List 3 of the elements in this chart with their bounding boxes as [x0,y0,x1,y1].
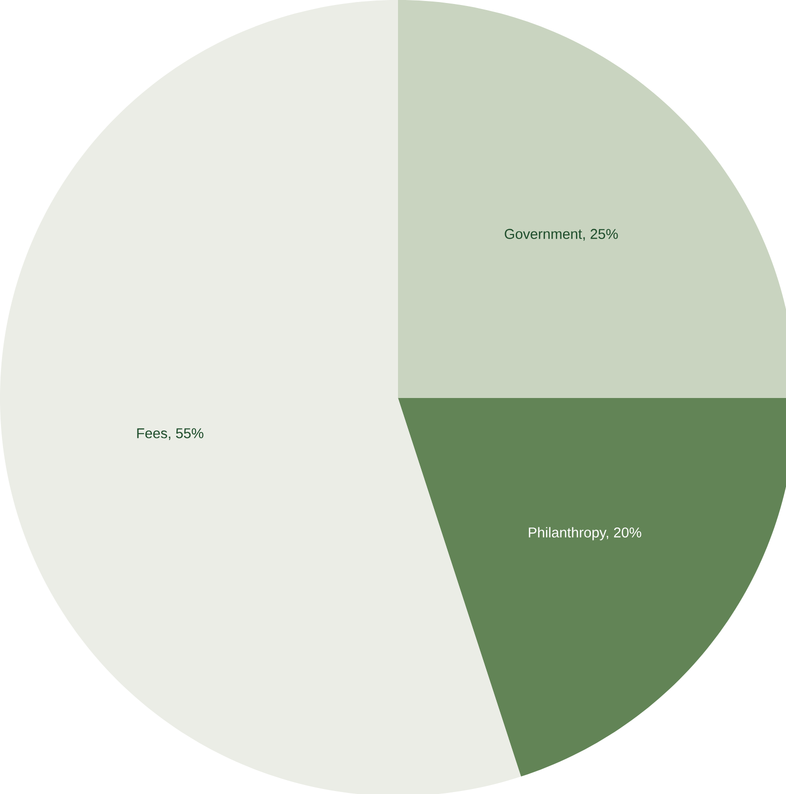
slice-label: Philanthropy, 20% [528,527,642,540]
slice-label: Government, 25% [504,228,618,241]
slice-label: Fees, 55% [137,428,204,440]
